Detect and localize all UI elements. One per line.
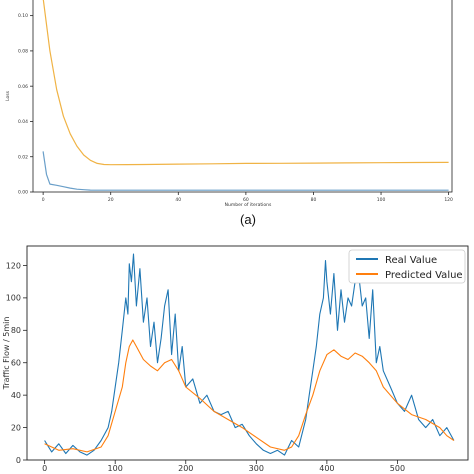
- x-tick-label: 0: [42, 197, 45, 203]
- y-tick-label: 0.10: [18, 13, 28, 19]
- y-axis-label: Loss: [5, 90, 11, 101]
- plot-frame: [26, 245, 469, 461]
- series-group: [42, 0, 449, 191]
- y-axis-label: Traffic Flow / 5min: [2, 317, 11, 391]
- series-line-series-1: [42, 151, 449, 191]
- x-tick-label: 200: [178, 464, 193, 473]
- y-ticks: 0.00 0.02 0.04 0.06 0.08 0.10: [18, 13, 33, 196]
- x-ticks: 0 20 40 60 80 100 120: [42, 192, 453, 203]
- legend: Real Value Predicted Value: [348, 249, 466, 284]
- y-tick-label: 40: [11, 391, 21, 400]
- x-axis-label: Number of iterations: [225, 202, 272, 208]
- legend-label-real: Real Value: [385, 255, 437, 266]
- y-tick-label: 0: [16, 456, 21, 465]
- x-tick-label: 20: [108, 197, 114, 203]
- x-tick-label: 0: [42, 464, 47, 473]
- x-tick-label: 40: [175, 197, 181, 203]
- x-tick-label: 60: [243, 197, 249, 203]
- y-tick-label: 80: [11, 326, 21, 335]
- y-tick-label: 0.08: [18, 48, 28, 54]
- y-tick-label: 0.04: [18, 119, 28, 125]
- y-tick-label: 20: [11, 423, 21, 432]
- series-line-real-value: [44, 253, 455, 456]
- y-tick-label: 120: [6, 261, 21, 270]
- figure-label: (a): [240, 212, 256, 227]
- legend-label-predicted: Predicted Value: [385, 270, 463, 281]
- y-tick-label: 100: [6, 294, 21, 303]
- loss-chart: 0 20 40 60 80 100 120 0.00 0.02 0.04 0.06 0.08 0.10…: [5, 0, 453, 208]
- x-ticks: 0 100 200 300 400 500: [42, 460, 405, 473]
- traffic-chart: 0 100 200 300 400 500 0 20 40 60 80 100 120 Traffic…: [2, 245, 469, 473]
- x-tick-label: 80: [311, 197, 317, 203]
- x-tick-label: 400: [319, 464, 334, 473]
- y-ticks: 0 20 40 60 80 100 120: [6, 261, 27, 465]
- y-tick-label: 0.00: [18, 190, 28, 196]
- x-tick-label: 120: [444, 197, 453, 203]
- y-tick-label: 0.06: [18, 84, 28, 90]
- y-tick-label: 60: [11, 359, 21, 368]
- series-line-predicted-value: [44, 339, 455, 453]
- x-tick-label: 100: [377, 197, 386, 203]
- x-tick-label: 100: [108, 464, 123, 473]
- series-line-series-0: [42, 0, 449, 166]
- y-tick-label: 0.02: [18, 154, 28, 160]
- x-tick-label: 300: [249, 464, 264, 473]
- x-tick-label: 500: [390, 464, 405, 473]
- plot-frame: [32, 0, 453, 193]
- series-group: [44, 253, 455, 456]
